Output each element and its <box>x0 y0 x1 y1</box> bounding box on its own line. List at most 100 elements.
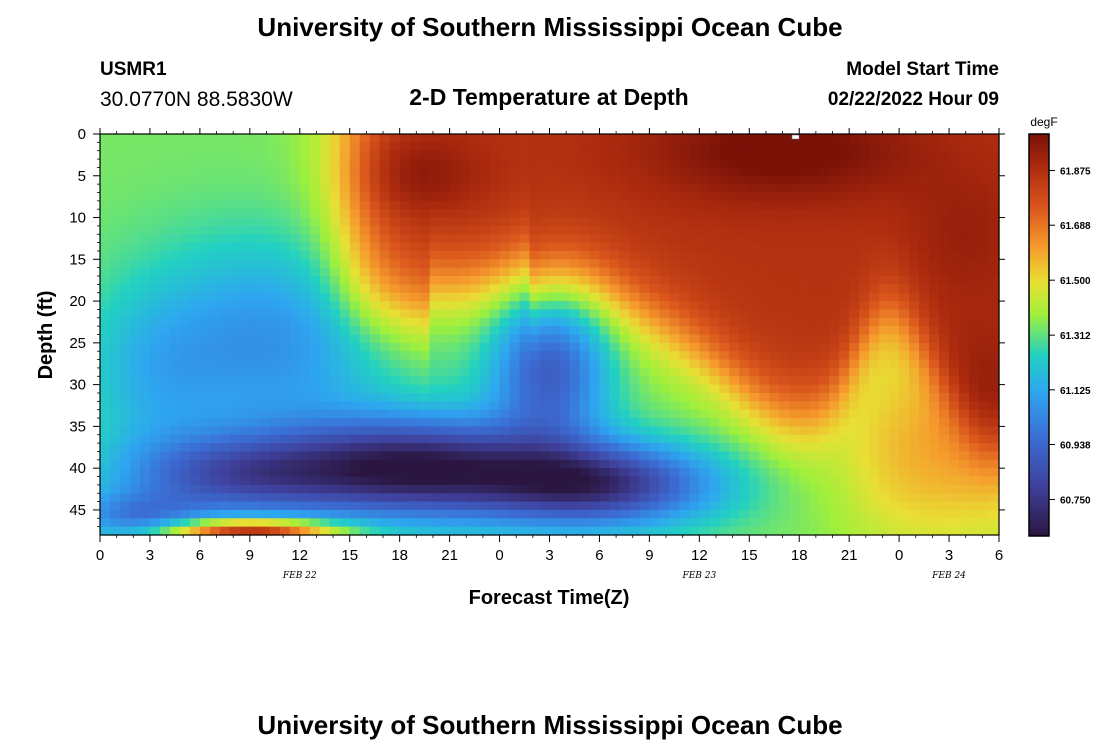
heatmap-cell <box>149 209 161 219</box>
heatmap-cell <box>179 200 191 210</box>
heatmap-cell <box>269 134 281 143</box>
heatmap-cell <box>329 159 341 169</box>
heatmap-cell <box>399 359 411 369</box>
heatmap-cell <box>629 309 640 319</box>
heatmap-cell <box>869 359 880 369</box>
heatmap-cell <box>899 392 910 402</box>
heatmap-cell <box>779 184 790 194</box>
heatmap-cell <box>879 142 890 152</box>
heatmap-cell <box>139 451 151 461</box>
heatmap-cell <box>499 359 511 369</box>
heatmap-cell <box>339 134 351 143</box>
heatmap-cell <box>349 384 361 394</box>
heatmap-cell <box>309 184 321 194</box>
heatmap-cell <box>689 501 700 511</box>
heatmap-cell <box>429 301 441 311</box>
heatmap-cell <box>329 301 341 311</box>
heatmap-cell <box>379 267 391 277</box>
heatmap-cell <box>149 225 161 235</box>
heatmap-cell <box>829 434 840 444</box>
heatmap-cell <box>549 418 561 427</box>
heatmap-cell <box>399 309 411 319</box>
heatmap-cell <box>249 476 261 486</box>
heatmap-cell <box>619 301 631 311</box>
heatmap-cell <box>969 434 980 444</box>
heatmap-cell <box>339 426 351 436</box>
heatmap-cell <box>899 134 910 143</box>
heatmap-cell <box>609 175 621 185</box>
heatmap-cell <box>449 359 461 369</box>
heatmap-cell <box>409 142 421 152</box>
heatmap-cell <box>459 468 471 478</box>
heatmap-cell <box>719 367 730 377</box>
heatmap-cell <box>299 134 311 143</box>
heatmap-cell <box>949 284 960 294</box>
heatmap-cell <box>549 392 561 402</box>
heatmap-cell <box>679 451 690 461</box>
heatmap-cell <box>529 468 541 478</box>
heatmap-cell <box>979 509 990 519</box>
heatmap-cell <box>689 259 700 269</box>
heatmap-cell <box>689 434 700 444</box>
heatmap-cell <box>239 134 251 143</box>
heatmap-cell <box>849 468 860 478</box>
heatmap-cell <box>679 150 690 160</box>
heatmap-cell <box>329 150 341 160</box>
heatmap-cell <box>969 443 980 453</box>
heatmap-cell <box>819 150 830 160</box>
heatmap-cell <box>919 242 930 252</box>
heatmap-cell <box>719 326 730 336</box>
heatmap-cell <box>259 367 271 377</box>
heatmap-cell <box>849 451 860 461</box>
heatmap-cell <box>169 451 181 461</box>
heatmap-cell <box>399 476 411 486</box>
heatmap-cell <box>579 392 591 402</box>
heatmap-cell <box>559 259 571 269</box>
heatmap-cell <box>249 326 261 336</box>
heatmap-cell <box>299 476 311 486</box>
heatmap-cell <box>839 250 850 260</box>
x-axis-label: Forecast Time(Z) <box>469 587 630 609</box>
heatmap-cell <box>289 476 301 486</box>
heatmap-cell <box>269 484 281 494</box>
heatmap-cell <box>319 317 331 327</box>
heatmap-cell <box>899 401 910 411</box>
heatmap-cell <box>409 493 421 503</box>
heatmap-cell <box>439 326 451 336</box>
heatmap-cell <box>819 284 830 294</box>
heatmap-cell <box>219 217 231 227</box>
heatmap-cell <box>719 359 730 369</box>
heatmap-cell <box>239 175 251 185</box>
heatmap-cell <box>289 376 301 386</box>
heatmap-cell <box>939 242 950 252</box>
heatmap-cell <box>889 501 900 511</box>
heatmap-cell <box>459 225 471 235</box>
heatmap-cell <box>479 217 491 227</box>
heatmap-cell <box>639 459 650 469</box>
heatmap-cell <box>659 292 670 302</box>
heatmap-cell <box>469 359 481 369</box>
heatmap-cell <box>249 134 261 143</box>
heatmap-cell <box>459 184 471 194</box>
heatmap-cell <box>339 301 351 311</box>
heatmap-cell <box>509 426 521 436</box>
heatmap-cell <box>419 284 431 294</box>
heatmap-cell <box>319 518 331 528</box>
heatmap-cell <box>789 142 800 152</box>
heatmap-cell <box>679 392 690 402</box>
heatmap-cell <box>869 150 880 160</box>
heatmap-cell <box>629 167 640 177</box>
heatmap-cell <box>359 309 371 319</box>
heatmap-cell <box>559 267 571 277</box>
heatmap-cell <box>989 468 1000 478</box>
heatmap-cell <box>699 476 710 486</box>
heatmap-cell <box>959 351 970 361</box>
heatmap-cell <box>869 159 880 169</box>
heatmap-cell <box>829 359 840 369</box>
heatmap-cell <box>329 184 341 194</box>
heatmap-cell <box>599 301 611 311</box>
heatmap-cell <box>439 351 451 361</box>
heatmap-cell <box>589 142 601 152</box>
heatmap-cell <box>779 200 790 210</box>
heatmap-cell <box>819 184 830 194</box>
